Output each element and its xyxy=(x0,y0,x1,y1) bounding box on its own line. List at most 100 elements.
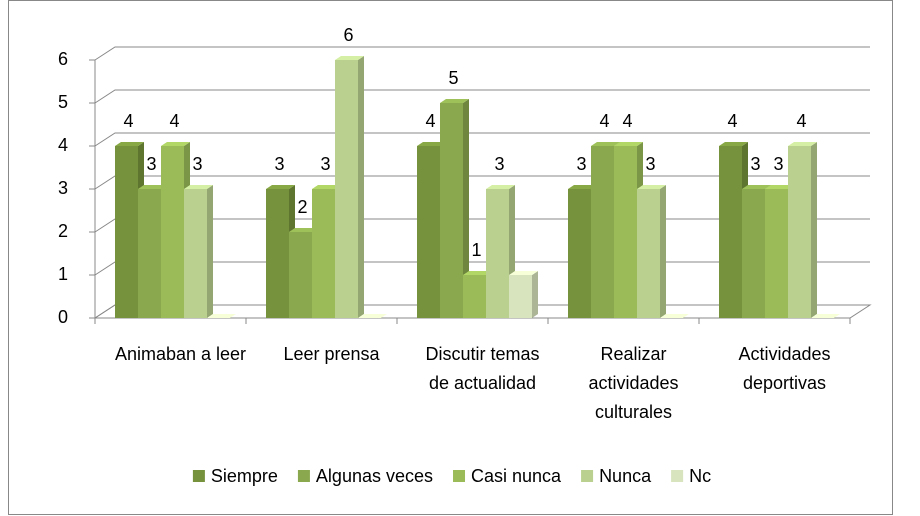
bar-front xyxy=(161,146,184,318)
bar-front xyxy=(184,189,207,318)
bar-front xyxy=(266,189,289,318)
bar xyxy=(335,56,364,318)
y-tick-label: 4 xyxy=(58,135,68,155)
bar-top xyxy=(637,185,666,189)
grid-line xyxy=(94,132,870,147)
bar-top xyxy=(184,185,213,189)
data-label: 4 xyxy=(425,111,435,131)
bar-front xyxy=(637,189,660,318)
data-label: 4 xyxy=(169,111,179,131)
data-label: 4 xyxy=(796,111,806,131)
x-tick-label: Discutir temas de actualidad xyxy=(425,344,539,393)
bar xyxy=(788,142,817,318)
data-label: 4 xyxy=(727,111,737,131)
legend-swatch xyxy=(671,470,684,482)
bar-side xyxy=(358,56,364,318)
legend-swatch xyxy=(297,470,310,482)
bar xyxy=(811,314,840,318)
bar-front xyxy=(138,189,161,318)
bar-top xyxy=(440,99,469,103)
data-label: 3 xyxy=(274,154,284,174)
x-tick-label: Actividades deportivas xyxy=(738,344,830,393)
bar-front xyxy=(417,146,440,318)
bar-top xyxy=(765,185,794,189)
legend-label: Casi nunca xyxy=(471,466,562,486)
data-label: 3 xyxy=(146,154,156,174)
data-label: 4 xyxy=(622,111,632,131)
grid-line xyxy=(94,89,870,104)
legend-label: Nunca xyxy=(599,466,652,486)
x-tick-label: Realizar actividades culturales xyxy=(588,344,678,422)
bar-top xyxy=(115,142,144,146)
bar-front xyxy=(289,232,312,318)
y-tick-label: 6 xyxy=(58,49,68,69)
data-label: 4 xyxy=(599,111,609,131)
legend-swatch xyxy=(192,470,205,482)
data-label: 3 xyxy=(320,154,330,174)
bar-top xyxy=(161,142,190,146)
bar-top xyxy=(266,185,295,189)
data-label: 2 xyxy=(297,197,307,217)
bar-top xyxy=(358,314,387,318)
y-tick-label: 1 xyxy=(58,264,68,284)
bar-top xyxy=(417,142,446,146)
data-label: 3 xyxy=(773,154,783,174)
x-tick-label: Leer prensa xyxy=(283,344,380,364)
bar-top xyxy=(660,314,689,318)
bar-front xyxy=(568,189,591,318)
bar-side xyxy=(532,271,538,318)
legend-label: Algunas veces xyxy=(316,466,433,486)
data-label: 5 xyxy=(448,68,458,88)
legend-label: Nc xyxy=(689,466,711,486)
legend-label: Siempre xyxy=(211,466,278,486)
bar xyxy=(637,185,666,318)
bar-top xyxy=(312,185,341,189)
legend-swatch xyxy=(453,470,466,482)
bar-front xyxy=(742,189,765,318)
bar-top xyxy=(591,142,620,146)
legend-swatch xyxy=(581,470,594,482)
bar xyxy=(184,185,213,318)
y-tick-label: 5 xyxy=(58,92,68,112)
bar-front xyxy=(765,189,788,318)
bar xyxy=(509,271,538,318)
bar-top xyxy=(289,228,318,232)
bar-top xyxy=(207,314,236,318)
data-label: 3 xyxy=(645,154,655,174)
x-tick-label: Animaban a leer xyxy=(115,344,246,364)
data-label: 6 xyxy=(343,25,353,45)
y-tick-label: 0 xyxy=(58,307,68,327)
bar xyxy=(660,314,689,318)
bar-side xyxy=(811,142,817,318)
bar-top xyxy=(614,142,643,146)
bar-front xyxy=(614,146,637,318)
bar-front xyxy=(463,275,486,318)
grid-line xyxy=(94,46,870,61)
bar-side xyxy=(660,185,666,318)
y-tick-label: 3 xyxy=(58,178,68,198)
bar-front xyxy=(335,60,358,318)
bar-front xyxy=(591,146,614,318)
bar-front xyxy=(788,146,811,318)
bar-top xyxy=(788,142,817,146)
bar-top xyxy=(742,185,771,189)
bar xyxy=(207,314,236,318)
bar-front xyxy=(312,189,335,318)
bar-top xyxy=(568,185,597,189)
data-label: 3 xyxy=(192,154,202,174)
data-label: 4 xyxy=(123,111,133,131)
bar-front xyxy=(719,146,742,318)
bar xyxy=(358,314,387,318)
data-label: 3 xyxy=(494,154,504,174)
bar-top xyxy=(719,142,748,146)
data-label: 3 xyxy=(750,154,760,174)
bar-top xyxy=(509,271,538,275)
bar-front xyxy=(486,189,509,318)
data-label: 3 xyxy=(576,154,586,174)
bar-front xyxy=(440,103,463,318)
bar-top xyxy=(811,314,840,318)
bar-top xyxy=(138,185,167,189)
bar-front xyxy=(509,275,532,318)
data-label: 1 xyxy=(471,240,481,260)
